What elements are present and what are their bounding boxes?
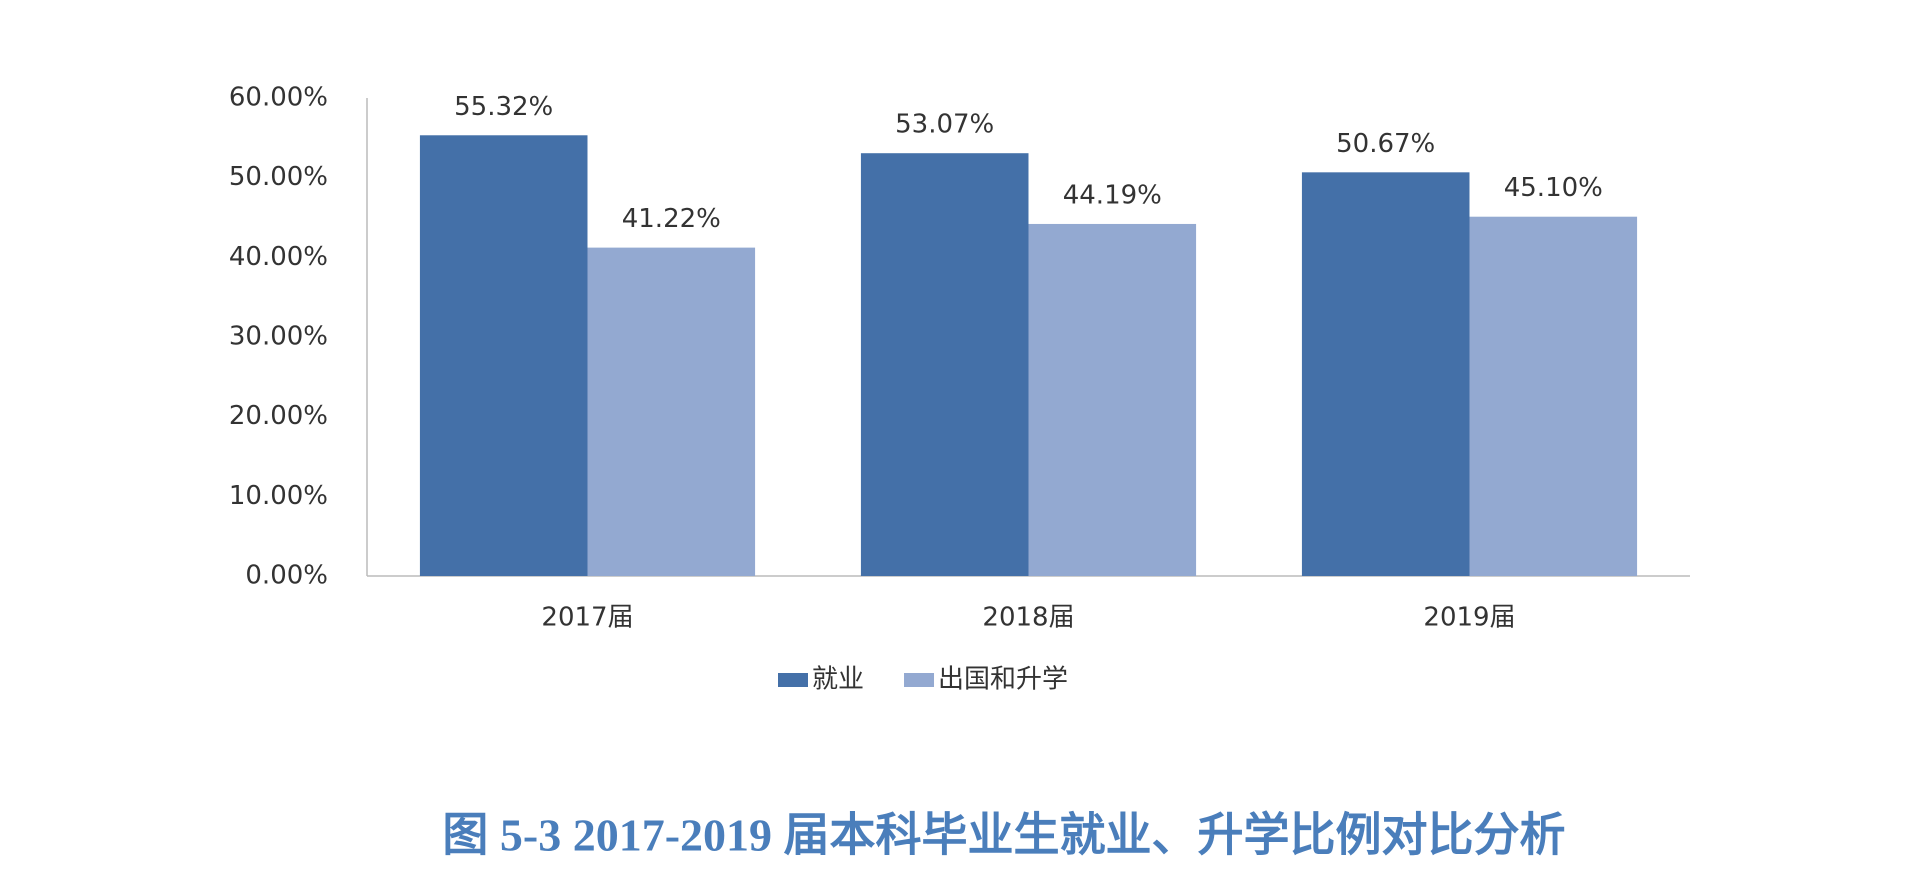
legend-swatch [778, 673, 808, 687]
legend-label: 出国和升学 [938, 665, 1068, 695]
bar [1028, 223, 1197, 576]
data-label: 55.32% [454, 92, 553, 122]
legend-label: 就业 [812, 665, 864, 695]
y-tick-label: 0.00% [245, 561, 328, 591]
bar [1469, 216, 1638, 576]
y-tick-label: 30.00% [229, 322, 328, 352]
bar [587, 247, 756, 576]
data-label: 41.22% [622, 204, 721, 234]
data-label: 53.07% [895, 110, 994, 140]
y-tick-label: 50.00% [229, 162, 328, 192]
y-tick-label: 20.00% [229, 401, 328, 431]
data-label: 45.10% [1504, 173, 1603, 203]
chart-title: 图 5-3 2017-2019 届本科毕业生就业、升学比例对比分析 [442, 810, 1565, 861]
bar [860, 153, 1029, 577]
legend-swatch [904, 673, 935, 687]
bar [419, 135, 588, 576]
x-tick-label: 2018届 [982, 603, 1074, 633]
data-label: 44.19% [1063, 180, 1162, 210]
x-tick-label: 2017届 [541, 603, 633, 633]
bar [1301, 172, 1470, 577]
y-tick-label: 40.00% [229, 242, 328, 272]
y-tick-label: 10.00% [229, 481, 328, 511]
y-tick-label: 60.00% [229, 83, 328, 113]
data-label: 50.67% [1336, 129, 1435, 159]
x-tick-label: 2019届 [1423, 603, 1515, 633]
